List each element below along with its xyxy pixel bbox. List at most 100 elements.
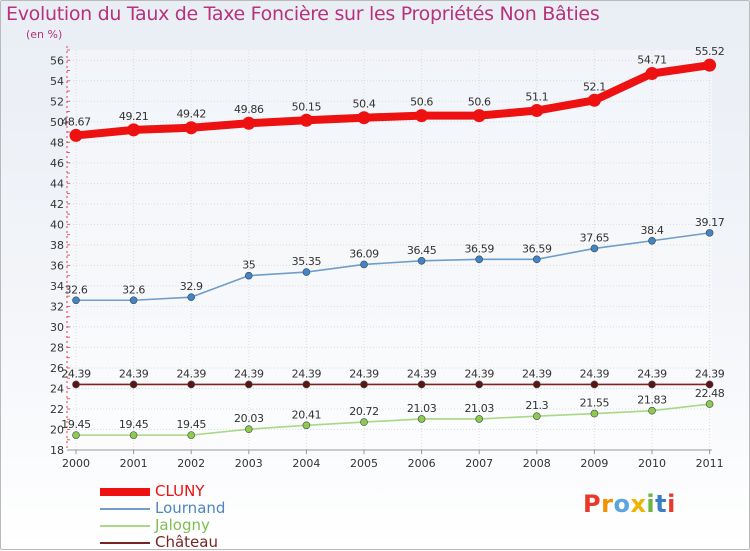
plot-area [67, 50, 712, 450]
data-point-cluny [69, 128, 83, 142]
data-point-ch-teau [648, 380, 656, 389]
data-label-lournand: 38.4 [641, 224, 664, 237]
data-point-ch-teau [72, 380, 80, 389]
data-point-jalogny [72, 431, 80, 439]
y-tick-label: 34 [50, 280, 64, 293]
data-label-ch-teau: 24.39 [119, 367, 149, 380]
series-line-cluny [72, 61, 714, 140]
data-point-jalogny [590, 409, 599, 418]
x-tick-label: 2003 [235, 457, 263, 470]
data-label-jalogny: 19.45 [119, 418, 149, 431]
data-label-ch-teau: 24.39 [292, 367, 322, 380]
data-label-ch-teau: 24.39 [695, 367, 725, 380]
data-point-lournand [360, 260, 368, 269]
data-label-jalogny: 21.03 [464, 402, 494, 415]
y-tick-label: 42 [50, 198, 64, 211]
data-point-jalogny [475, 415, 484, 423]
data-label-cluny: 52.1 [583, 80, 606, 93]
data-label-jalogny: 21.03 [407, 402, 437, 415]
data-label-ch-teau: 24.39 [637, 367, 667, 380]
x-tick-label: 2010 [638, 457, 666, 470]
chart-legend: CLUNY Lournand Jalogny Château [100, 483, 225, 551]
data-label-jalogny: 21.3 [525, 399, 548, 412]
y-tick-label: 20 [50, 423, 64, 436]
data-point-lournand [417, 256, 426, 265]
legend-item-jalogny: Jalogny [100, 517, 225, 534]
y-tick-label: 44 [50, 177, 64, 190]
data-label-lournand: 36.09 [349, 247, 379, 260]
legend-label: Jalogny [155, 516, 210, 534]
data-point-jalogny [302, 421, 311, 430]
data-label-ch-teau: 24.39 [464, 367, 494, 380]
legend-item-ch-teau: Château [100, 534, 225, 551]
data-point-ch-teau [705, 380, 714, 389]
data-point-lournand [187, 293, 195, 301]
data-label-cluny: 48.67 [61, 115, 91, 128]
data-label-jalogny: 20.03 [234, 412, 264, 425]
data-label-lournand: 35.35 [292, 255, 322, 268]
x-tick-label: 2005 [350, 457, 378, 470]
data-label-jalogny: 19.45 [61, 418, 91, 431]
data-label-ch-teau: 24.39 [176, 367, 206, 380]
data-point-jalogny [705, 400, 714, 408]
y-tick-label: 52 [50, 95, 64, 108]
data-point-jalogny [532, 412, 541, 420]
data-point-jalogny [187, 431, 195, 439]
data-point-cluny [587, 93, 601, 107]
logo-letter: i [646, 490, 656, 518]
x-tick-label: 2001 [120, 457, 148, 470]
legend-item-lournand: Lournand [100, 500, 225, 517]
data-label-lournand: 32.9 [180, 280, 203, 293]
x-tick-label: 2002 [177, 457, 205, 470]
data-point-cluny [645, 66, 659, 80]
data-point-jalogny [129, 431, 138, 439]
data-label-lournand: 32.6 [65, 283, 88, 296]
data-point-ch-teau [360, 380, 368, 389]
data-point-ch-teau [245, 380, 253, 389]
x-tick-label: 2008 [523, 457, 551, 470]
y-tick-label: 56 [50, 54, 64, 67]
data-point-jalogny [417, 415, 426, 423]
data-label-cluny: 49.42 [176, 108, 206, 121]
data-label-jalogny: 19.45 [176, 418, 206, 431]
data-label-cluny: 50.15 [292, 100, 322, 113]
data-label-lournand: 36.59 [522, 242, 552, 255]
data-label-ch-teau: 24.39 [407, 367, 437, 380]
data-label-cluny: 50.6 [468, 96, 491, 109]
data-label-jalogny: 21.55 [580, 397, 610, 410]
data-point-ch-teau [417, 380, 426, 389]
data-label-cluny: 49.21 [119, 110, 149, 123]
y-axis-unit: (en %) [26, 28, 63, 41]
data-point-ch-teau [532, 380, 541, 389]
x-tick-label: 2009 [580, 457, 608, 470]
y-tick-label: 38 [50, 239, 64, 252]
data-label-lournand: 35 [242, 259, 256, 272]
data-point-cluny [242, 116, 256, 130]
data-point-cluny [357, 111, 371, 125]
data-point-lournand [648, 236, 656, 245]
series-line-lournand [75, 232, 711, 302]
data-point-cluny [184, 121, 198, 135]
data-label-cluny: 54.71 [637, 53, 667, 66]
y-tick-label: 22 [50, 403, 64, 416]
y-tick-label: 40 [50, 218, 64, 231]
y-tick-label: 50 [50, 116, 64, 129]
data-label-lournand: 32.6 [122, 283, 145, 296]
data-label-ch-teau: 24.39 [522, 367, 552, 380]
data-point-cluny [299, 113, 313, 127]
data-point-cluny [703, 58, 717, 72]
data-label-ch-teau: 24.39 [61, 367, 91, 380]
data-point-lournand [72, 296, 80, 305]
data-point-cluny [472, 109, 486, 123]
legend-label: CLUNY [155, 482, 205, 500]
logo-letter: r [601, 490, 614, 518]
chart-title: Evolution du Taux de Taxe Foncière sur l… [6, 3, 600, 25]
data-label-cluny: 50.6 [410, 96, 433, 109]
data-point-cluny [530, 104, 544, 118]
data-label-jalogny: 20.41 [292, 408, 322, 421]
legend-swatch [100, 507, 150, 510]
data-point-cluny [127, 123, 141, 137]
data-point-ch-teau [475, 380, 484, 389]
legend-label: Lournand [155, 499, 226, 517]
